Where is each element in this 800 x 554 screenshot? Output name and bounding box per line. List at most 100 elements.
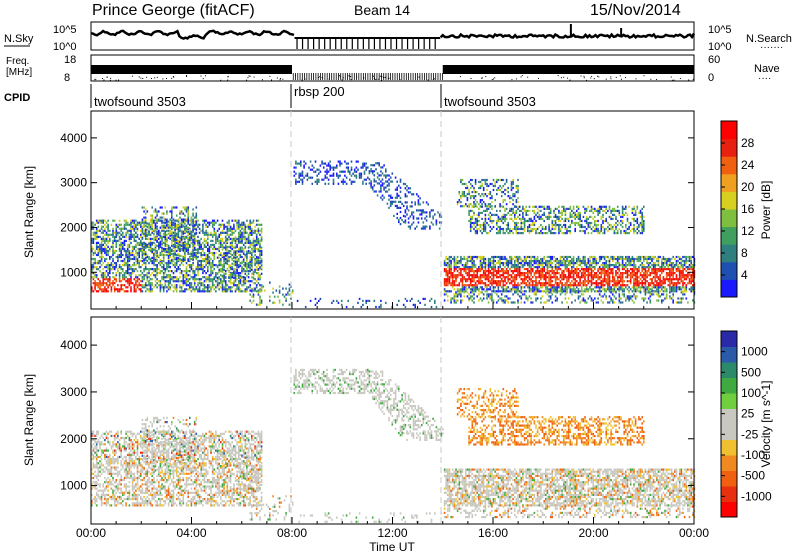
scatter-cell xyxy=(523,282,526,285)
scatter-cell xyxy=(285,293,287,296)
scatter-cell xyxy=(505,270,508,273)
scatter-cell xyxy=(161,224,163,227)
scatter-cell xyxy=(234,250,237,253)
scatter-cell xyxy=(164,233,167,236)
scatter-cell xyxy=(540,274,542,277)
scatter-cell xyxy=(193,280,196,283)
scatter-cell xyxy=(169,255,171,259)
scatter-cell xyxy=(216,286,219,289)
scatter-cell xyxy=(404,215,407,218)
scatter-cell xyxy=(92,290,95,293)
scatter-cell xyxy=(450,301,452,304)
scatter-cell xyxy=(118,239,121,242)
scatter-cell xyxy=(239,223,242,226)
scatter-cell xyxy=(141,256,144,259)
scatter-cell xyxy=(533,205,536,208)
scatter-cell xyxy=(378,305,380,309)
scatter-cell xyxy=(515,223,518,227)
scatter-cell xyxy=(223,231,225,234)
scatter-cell xyxy=(514,276,516,279)
scatter-cell xyxy=(133,229,136,232)
scatter-cell xyxy=(518,232,521,235)
scatter-cell xyxy=(223,252,225,255)
scatter-cell xyxy=(469,291,472,294)
scatter-cell xyxy=(487,232,490,235)
scatter-cell xyxy=(174,256,176,259)
scatter-cell xyxy=(504,232,506,235)
scatter-cell xyxy=(504,284,506,287)
scatter-cell xyxy=(167,288,170,291)
scatter-cell xyxy=(381,178,384,181)
scatter-cell xyxy=(494,259,496,263)
scatter-cell xyxy=(154,216,157,219)
scatter-cell xyxy=(174,270,176,273)
scatter-cell xyxy=(332,168,335,171)
scatter-cell xyxy=(531,205,534,208)
scatter-cell xyxy=(476,270,478,273)
scatter-cell xyxy=(156,286,158,289)
scatter-cell xyxy=(226,249,229,253)
scatter-cell xyxy=(175,219,178,222)
scatter-cell xyxy=(143,221,145,224)
scatter-cell xyxy=(179,280,181,283)
scatter-cell xyxy=(238,225,240,228)
scatter-cell xyxy=(207,270,209,273)
scatter-cell xyxy=(551,232,554,235)
scatter-cell xyxy=(205,262,207,265)
scatter-cell xyxy=(107,245,109,248)
scatter-cell xyxy=(216,280,219,283)
scatter-cell xyxy=(197,266,199,269)
scatter-cell xyxy=(448,282,451,285)
scatter-cell xyxy=(234,262,237,265)
scatter-cell xyxy=(332,182,335,185)
scatter-cell xyxy=(451,274,454,277)
scatter-cell xyxy=(380,190,382,193)
scatter-cell xyxy=(551,255,554,259)
scatter-cell xyxy=(554,282,557,285)
scatter-cell xyxy=(337,160,340,163)
scatter-cell xyxy=(259,268,261,271)
scatter-cell xyxy=(167,236,170,239)
scatter-cell xyxy=(484,225,487,229)
scatter-cell xyxy=(502,229,505,233)
scatter-cell xyxy=(504,288,506,291)
scatter-cell xyxy=(128,255,131,259)
scatter-cell xyxy=(520,219,523,223)
scatter-cell xyxy=(527,213,529,216)
scatter-cell xyxy=(234,253,237,257)
scatter-cell xyxy=(522,211,524,214)
scatter-cell xyxy=(210,262,212,265)
scatter-cell xyxy=(520,264,523,267)
scatter-cell xyxy=(468,293,470,296)
scatter-cell xyxy=(465,270,467,273)
scatter-cell xyxy=(520,227,523,231)
scatter-cell xyxy=(520,232,523,235)
scatter-cell xyxy=(123,219,126,222)
scatter-cell xyxy=(164,235,167,238)
scatter-cell xyxy=(471,178,474,182)
scatter-cell xyxy=(159,219,162,222)
scatter-cell xyxy=(518,295,521,298)
nave-dot xyxy=(605,78,607,80)
scatter-cell xyxy=(125,262,127,265)
scatter-cell xyxy=(419,209,421,212)
scatter-cell xyxy=(551,221,554,225)
scatter-cell xyxy=(104,272,106,275)
scatter-cell xyxy=(373,170,376,173)
scatter-cell xyxy=(213,251,216,255)
scatter-cell xyxy=(171,210,173,213)
scatter-cell xyxy=(195,223,198,226)
scatter-cell xyxy=(228,221,230,224)
scatter-cell xyxy=(370,182,372,185)
scatter-cell xyxy=(412,211,415,214)
scatter-cell xyxy=(551,280,554,283)
scatter-cell xyxy=(156,254,158,257)
scatter-cell xyxy=(515,284,518,287)
scatter-cell xyxy=(388,178,390,181)
scatter-cell xyxy=(239,235,242,238)
scatter-cell xyxy=(177,252,180,255)
scatter-cell xyxy=(234,270,237,273)
scatter-cell xyxy=(113,286,116,289)
scatter-cell xyxy=(520,221,523,225)
scatter-cell xyxy=(171,237,173,240)
